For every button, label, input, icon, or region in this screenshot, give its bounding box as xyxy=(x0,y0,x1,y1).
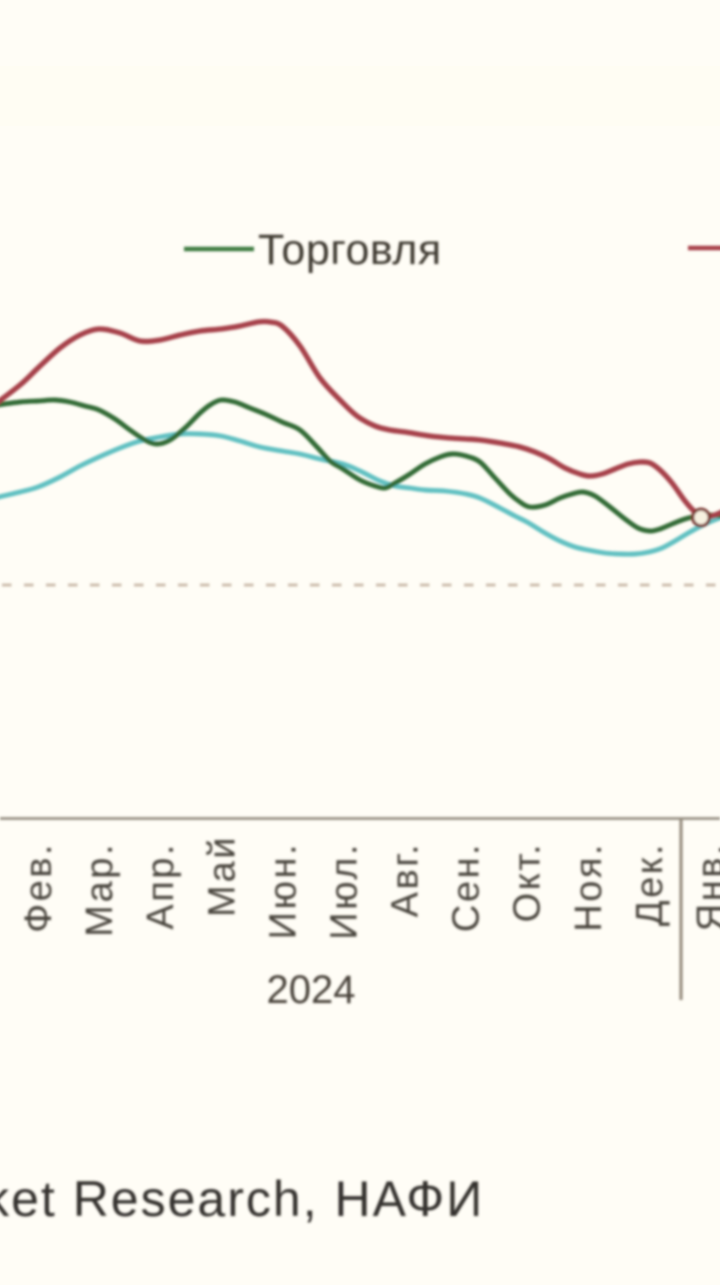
svg-text:Июл.: Июл. xyxy=(324,842,366,940)
svg-text:Сен.: Сен. xyxy=(446,842,488,932)
svg-text:Окт.: Окт. xyxy=(507,842,549,922)
svg-text:Мар.: Мар. xyxy=(79,842,121,937)
svg-text:Апр.: Апр. xyxy=(140,842,182,930)
svg-text:Июн.: Июн. xyxy=(262,842,304,939)
svg-text:Май: Май xyxy=(201,835,243,917)
svg-text:Фев.: Фев. xyxy=(18,842,60,933)
svg-text:Дек.: Дек. xyxy=(629,842,671,926)
svg-text:Авг.: Авг. xyxy=(385,842,427,917)
svg-text:2024: 2024 xyxy=(267,968,356,1012)
svg-text:Market Research, НАФИ: Market Research, НАФИ xyxy=(0,1171,484,1227)
svg-text:Торговля: Торговля xyxy=(258,226,442,274)
svg-text:Ноя.: Ноя. xyxy=(568,842,610,932)
svg-text:Янв.: Янв. xyxy=(690,842,720,931)
